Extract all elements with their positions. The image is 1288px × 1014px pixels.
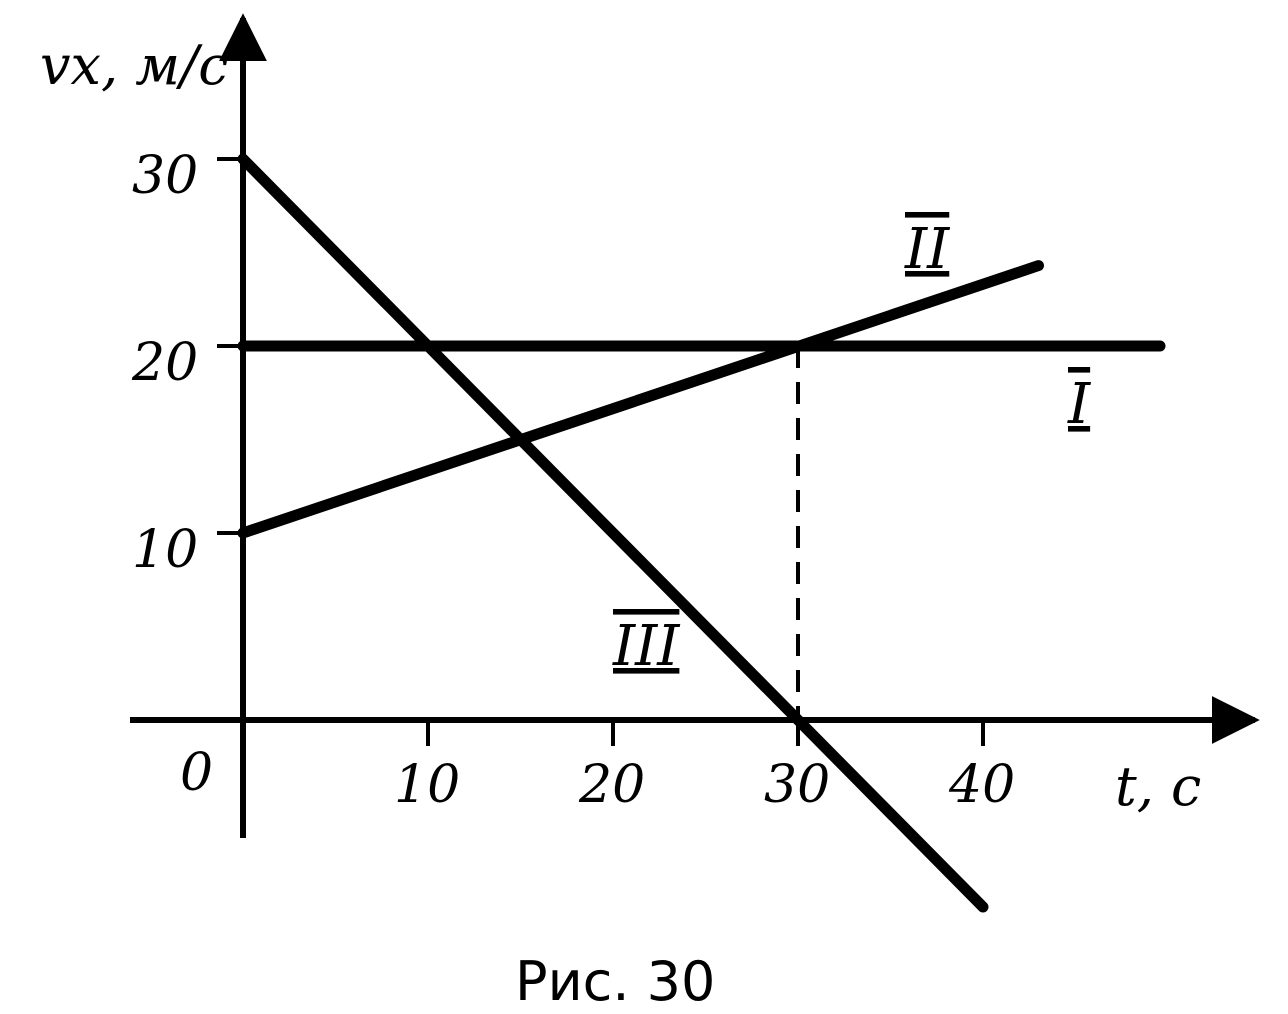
figure-caption: Рис. 30 [515, 950, 715, 1013]
y-ticks: 10 20 30 [131, 146, 245, 580]
series-group [237, 153, 1166, 913]
y-tick-label: 20 [131, 333, 198, 393]
origin-label: 0 [180, 743, 213, 803]
series-label-II: II [904, 217, 951, 282]
x-tick-label: 40 [948, 755, 1015, 815]
series-label-I: I [1067, 372, 1092, 437]
y-axis-label: vx, м/с [40, 34, 229, 97]
x-ticks: 10 20 30 40 [394, 718, 1015, 815]
series-line-III [237, 153, 989, 913]
y-tick-label: 10 [132, 520, 198, 580]
series-line-II [237, 260, 1044, 539]
series-label-III: III [612, 614, 681, 679]
x-tick-label: 30 [764, 755, 830, 815]
x-tick-label: 10 [394, 755, 460, 815]
x-axis-label: t, с [1115, 755, 1201, 818]
y-tick-label: 30 [132, 146, 198, 206]
x-tick-label: 20 [578, 755, 645, 815]
